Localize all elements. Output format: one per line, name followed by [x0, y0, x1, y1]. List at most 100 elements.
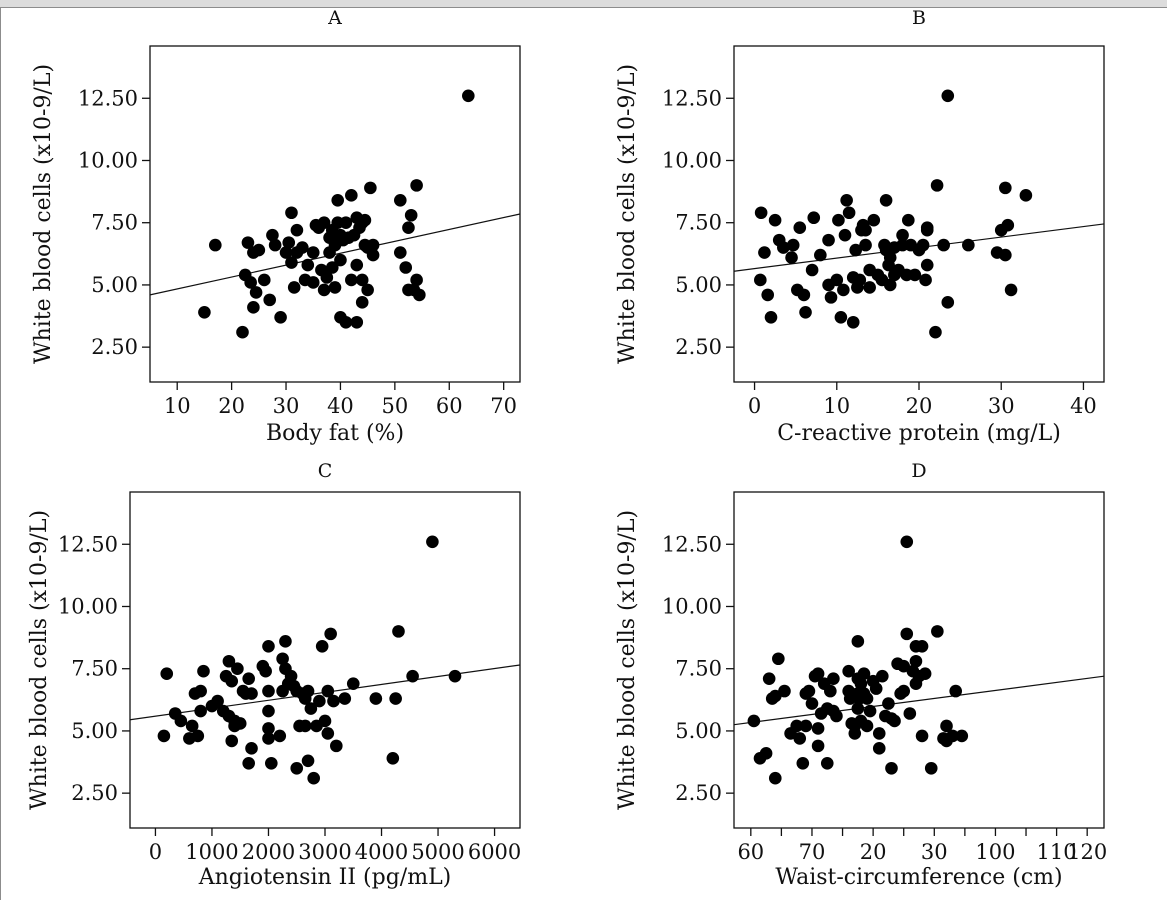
- data-point: [222, 654, 236, 668]
- data-point: [413, 288, 426, 302]
- data-point: [920, 258, 934, 272]
- data-point: [393, 194, 407, 207]
- data-point: [999, 248, 1012, 262]
- data-point: [320, 271, 334, 284]
- data-point: [762, 672, 776, 685]
- data-point: [885, 761, 898, 775]
- data-point: [900, 535, 914, 549]
- y-tick-label: 2.50: [91, 335, 138, 359]
- data-point: [306, 246, 320, 259]
- data-point: [799, 719, 813, 733]
- data-point: [796, 756, 810, 770]
- panel-title: B: [912, 7, 926, 29]
- data-point: [814, 248, 827, 262]
- data-point: [386, 752, 400, 765]
- x-tick-label: 110: [1037, 840, 1077, 864]
- data-point: [262, 684, 275, 698]
- data-point: [832, 213, 845, 227]
- data-point: [797, 288, 811, 302]
- data-point: [859, 238, 872, 252]
- y-tick-label: 5.00: [71, 719, 118, 743]
- data-point: [355, 296, 369, 309]
- x-tick-label: 30: [988, 394, 1015, 418]
- data-point: [389, 692, 402, 705]
- data-point: [358, 213, 372, 227]
- data-point: [462, 89, 475, 103]
- y-tick-label: 10.00: [662, 594, 722, 618]
- data-point: [346, 677, 360, 690]
- data-point: [778, 684, 791, 698]
- data-point: [330, 739, 343, 753]
- x-axis-label: Body fat (%): [266, 421, 404, 446]
- y-tick-label: 7.50: [71, 657, 118, 681]
- x-tick-label: 20: [218, 394, 245, 418]
- data-point: [317, 283, 331, 297]
- data-point: [236, 325, 249, 339]
- data-point: [888, 714, 901, 728]
- data-point: [393, 246, 407, 259]
- data-point: [338, 692, 352, 705]
- data-point: [315, 640, 329, 653]
- data-point: [350, 315, 364, 329]
- data-point: [940, 719, 953, 733]
- x-axis-label: Angiotensin II (pg/mL): [198, 865, 452, 890]
- data-point: [301, 754, 315, 768]
- data-point: [837, 283, 850, 297]
- x-tick-label: 60: [737, 840, 764, 864]
- data-point: [279, 635, 292, 648]
- window-top-band: [0, 0, 1167, 8]
- data-point: [790, 719, 803, 733]
- data-point: [290, 223, 304, 237]
- data-point: [761, 288, 775, 302]
- data-point: [410, 273, 423, 287]
- data-point: [827, 672, 840, 685]
- data-point: [244, 276, 257, 289]
- data-point: [334, 253, 347, 267]
- data-point: [915, 640, 929, 653]
- data-point: [313, 694, 326, 708]
- data-point: [284, 669, 298, 683]
- data-point: [754, 273, 767, 287]
- data-point: [262, 732, 275, 745]
- panel-title: D: [911, 460, 926, 482]
- data-point: [999, 181, 1012, 195]
- data-point: [799, 306, 812, 319]
- data-point: [860, 692, 874, 705]
- y-tick-label: 7.50: [91, 211, 138, 235]
- data-point: [345, 189, 358, 202]
- x-tick-label: 10: [164, 394, 191, 418]
- data-point: [274, 310, 287, 324]
- data-point: [908, 268, 922, 282]
- x-tick-label: 10: [823, 394, 850, 418]
- x-axis-label: C-reactive protein (mg/L): [777, 421, 1061, 446]
- data-point: [902, 213, 915, 227]
- data-point: [949, 684, 962, 698]
- y-axis-label: White blood cells (x10-9/L): [31, 64, 56, 364]
- data-point: [369, 692, 383, 705]
- x-tick-label: 30: [273, 394, 300, 418]
- data-point: [842, 206, 856, 220]
- data-point: [811, 722, 825, 735]
- y-axis-label: White blood cells (x10-9/L): [615, 64, 640, 364]
- data-point: [276, 652, 289, 666]
- data-point: [941, 89, 955, 103]
- data-point: [848, 727, 862, 740]
- data-point: [307, 771, 320, 785]
- data-point: [287, 281, 301, 294]
- y-tick-label: 12.50: [78, 86, 138, 110]
- data-point: [1001, 218, 1015, 232]
- data-point: [900, 627, 914, 641]
- data-point: [919, 273, 932, 287]
- plot-frame: [733, 45, 1105, 383]
- data-point: [930, 179, 944, 192]
- data-point: [225, 674, 239, 688]
- data-point: [805, 263, 819, 277]
- data-point: [247, 301, 260, 314]
- y-tick-label: 12.50: [58, 532, 118, 556]
- data-point: [339, 315, 353, 329]
- data-point: [807, 211, 821, 225]
- y-tick-label: 10.00: [662, 148, 722, 172]
- data-point: [867, 213, 881, 227]
- data-point: [268, 238, 282, 252]
- data-point: [406, 669, 419, 683]
